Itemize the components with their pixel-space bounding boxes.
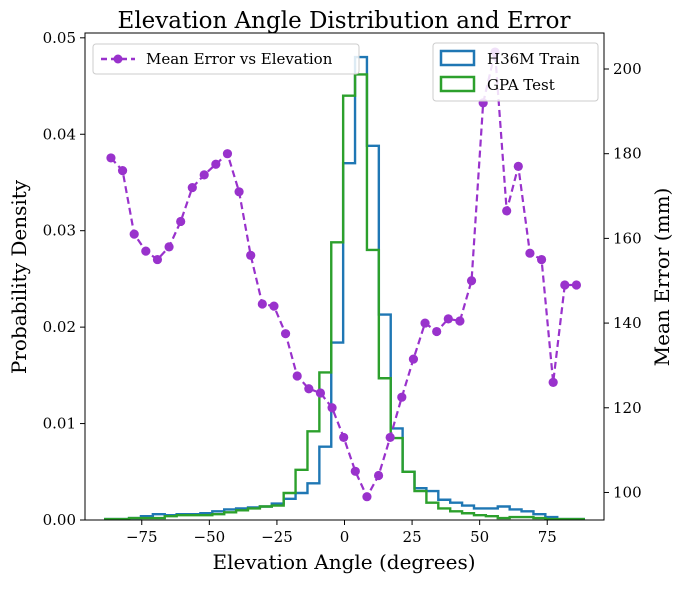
mean-error-point [548,377,558,387]
mean-error-point [129,229,139,239]
mean-error-point [257,299,267,309]
mean-error-point [502,206,512,216]
mean-error-point [117,166,128,176]
y-axis-left: 0.00 0.01 0.02 0.03 0.04 0.05 [43,29,85,529]
mean-error-point [513,161,523,171]
mean-error-point [455,316,465,326]
mean-error-point [199,170,209,180]
y-right-tick-label: 100 [613,483,642,501]
y-right-tick-label: 180 [613,145,642,163]
x-tick-label: −25 [261,528,293,546]
y-right-tick-label: 120 [613,399,642,417]
mean-error-point [304,384,314,394]
mean-error-point [246,250,256,260]
y-left-tick-label: 0.03 [43,222,76,240]
mean-error-point [420,318,430,328]
y-left-tick-label: 0.05 [43,29,76,47]
histogram-layer [104,55,585,521]
x-tick-label: −75 [126,528,158,546]
mean-error-point [339,432,349,443]
y-right-tick-label: 140 [613,314,642,332]
legend-error-marker [113,54,123,64]
x-axis-label: Elevation Angle (degrees) [212,550,475,574]
mean-error-point [350,466,360,476]
legend-error-frame [92,43,360,75]
mean-error-point [373,470,384,481]
legend-histograms: H36M Train GPA Test [432,42,599,102]
legend-gpa-swatch [439,75,476,93]
x-axis: −75 −50 −25 0 25 50 75 [126,520,557,546]
mean-error-point [141,246,151,256]
y-axis-right: 100 120 140 160 180 200 [604,60,642,501]
legend-gpa-label: GPA Test [487,76,555,94]
mean-error-point [234,187,244,197]
y-left-tick-label: 0.04 [43,125,76,143]
legend-error: Mean Error vs Elevation [92,43,360,75]
y-right-tick-label: 160 [613,229,642,247]
y-axis-right-label: Mean Error (mm) [650,188,674,367]
mean-error-point [222,149,233,159]
mean-error-point [106,153,116,163]
mean-error-point [269,301,279,311]
y-right-tick-label: 200 [613,60,642,78]
mean-error-point [176,216,186,227]
x-tick-label: 25 [403,528,422,546]
mean-error-point [292,371,302,381]
mean-error-point [152,254,163,265]
y-left-tick-label: 0.02 [43,318,76,336]
mean-error-point [466,276,477,286]
mean-error-point [315,388,326,398]
mean-error-point [560,280,570,290]
legend-error-label: Mean Error vs Elevation [146,50,333,68]
mean-error-point [408,354,419,364]
mean-error-point [164,242,174,252]
y-axis-left-label: Probability Density [7,179,31,374]
plot-frame [84,32,605,521]
mean-error-point [536,254,547,265]
error-line-layer [106,47,582,502]
x-tick-label: −50 [194,528,226,546]
histogram-gpa-test [104,73,585,521]
mean-error-point [327,403,337,413]
legend-h36m-swatch [439,49,476,67]
chart-title: Elevation Angle Distribution and Error [118,8,571,34]
x-tick-label: 50 [470,528,489,546]
mean-error-point [280,329,291,339]
legend-h36m-label: H36M Train [487,50,580,68]
mean-error-point [571,280,582,290]
mean-error-point [385,432,395,443]
histogram-h36m-train [104,55,585,521]
mean-error-point [362,492,372,502]
mean-error-point [432,326,442,337]
y-left-tick-label: 0.01 [43,415,76,433]
y-left-tick-label: 0.00 [43,511,76,529]
mean-error-point [443,314,453,324]
mean-error-point [211,159,221,169]
x-tick-label: 75 [538,528,557,546]
mean-error-point [525,248,535,258]
x-tick-label: 0 [340,528,350,546]
mean-error-point [187,182,197,193]
mean-error-point [397,392,407,402]
